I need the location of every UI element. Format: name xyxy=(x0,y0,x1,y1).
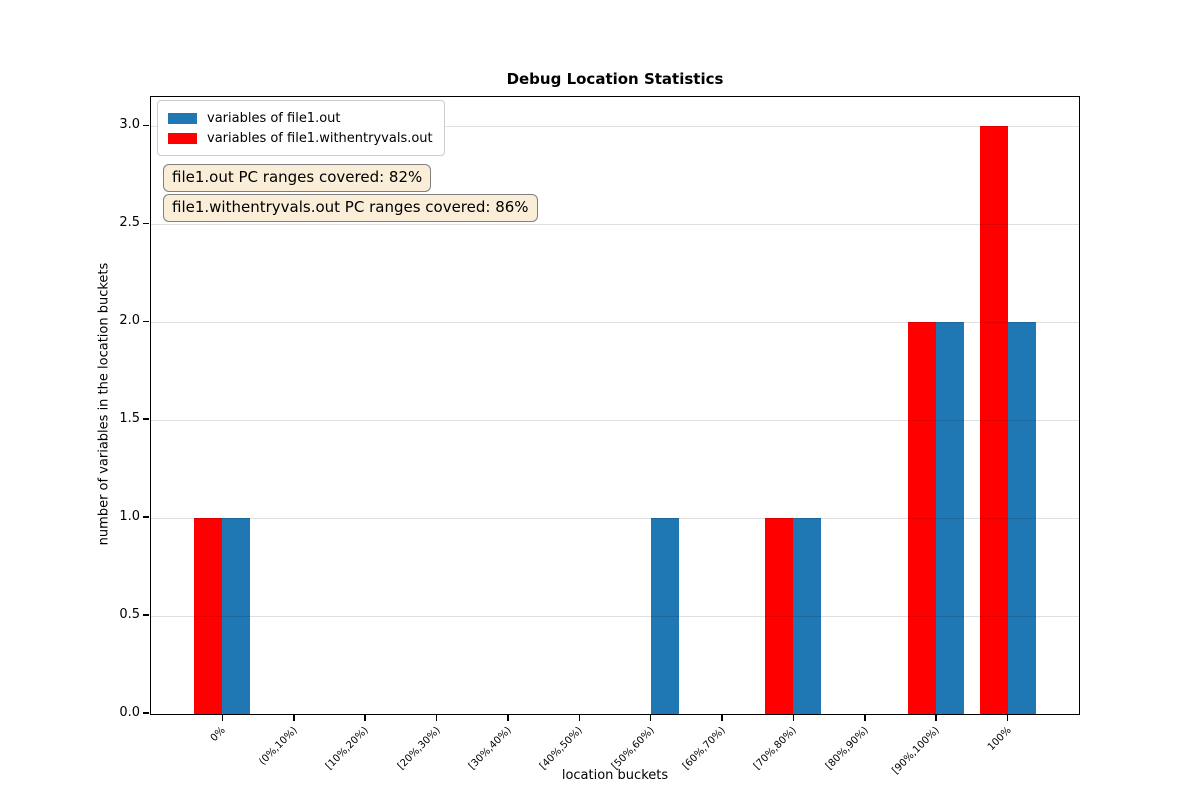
gridline-y-2 xyxy=(151,321,1079,323)
y-tick-label: 1.0 xyxy=(119,509,140,525)
legend-label: variables of file1.withentryvals.out xyxy=(207,130,433,146)
legend-item-file1-withentryvals-out: variables of file1.withentryvals.out xyxy=(168,128,433,148)
bar-series1-bucket-6 xyxy=(650,518,679,714)
x-tick-mark xyxy=(649,715,652,721)
x-axis-label: location buckets xyxy=(561,768,669,783)
legend-swatch-blue xyxy=(168,112,197,124)
legend-swatch-red xyxy=(168,132,197,144)
bar-series1-bucket-10 xyxy=(936,322,965,714)
x-tick-mark xyxy=(721,715,723,721)
x-tick-mark xyxy=(435,715,438,721)
legend-item-file1-out: variables of file1.out xyxy=(168,108,433,128)
y-tick-label: 0.5 xyxy=(119,607,140,623)
gridline-y-3 xyxy=(151,125,1079,127)
x-tick-mark xyxy=(935,715,937,721)
y-tick-mark xyxy=(143,712,149,714)
x-tick-mark xyxy=(1006,715,1009,721)
bar-series1-bucket-8 xyxy=(793,518,822,714)
y-tick-label: 3.0 xyxy=(119,117,140,133)
x-tick-mark xyxy=(221,715,224,721)
annotation-pc-ranges-file1-withentryvals: file1.withentryvals.out PC ranges covere… xyxy=(163,194,538,222)
legend-label: variables of file1.out xyxy=(207,110,341,126)
x-tick-mark xyxy=(293,715,295,721)
y-tick-mark xyxy=(143,320,149,322)
y-axis-label: number of variables in the location buck… xyxy=(96,262,112,546)
y-tick-label: 2.5 xyxy=(119,215,140,231)
bar-series1-bucket-0 xyxy=(222,518,251,714)
x-tick-mark xyxy=(364,715,366,721)
y-tick-mark xyxy=(143,222,149,225)
x-tick-mark xyxy=(578,715,581,721)
x-tick-label-wrap: 100% xyxy=(856,725,1013,753)
bar-series1-bucket-11 xyxy=(1007,322,1036,714)
gridline-y-1.5 xyxy=(151,419,1079,421)
bar-series2-bucket-11 xyxy=(979,126,1008,714)
gridline-y-2.5 xyxy=(151,223,1079,225)
gridline-y-1 xyxy=(151,517,1079,519)
x-tick-mark xyxy=(864,715,866,721)
y-tick-label: 2.0 xyxy=(119,313,140,329)
bar-series2-bucket-0 xyxy=(194,518,223,714)
plot-area xyxy=(150,96,1080,715)
chart-title: Debug Location Statistics xyxy=(506,70,724,88)
y-tick-label: 1.5 xyxy=(119,411,140,427)
legend: variables of file1.out variables of file… xyxy=(157,100,445,156)
gridline-y-0.5 xyxy=(151,615,1079,617)
bar-series2-bucket-10 xyxy=(908,322,937,714)
x-tick-mark xyxy=(507,715,509,721)
bar-series2-bucket-8 xyxy=(765,518,794,714)
y-tick-mark xyxy=(143,124,149,127)
x-tick-mark xyxy=(792,715,795,721)
y-tick-mark xyxy=(143,614,149,616)
y-tick-mark xyxy=(143,418,149,420)
y-tick-mark xyxy=(143,516,149,518)
annotation-pc-ranges-file1: file1.out PC ranges covered: 82% xyxy=(163,164,432,192)
y-tick-label: 0.0 xyxy=(119,705,140,720)
x-tick-label: 100% xyxy=(985,725,1014,753)
